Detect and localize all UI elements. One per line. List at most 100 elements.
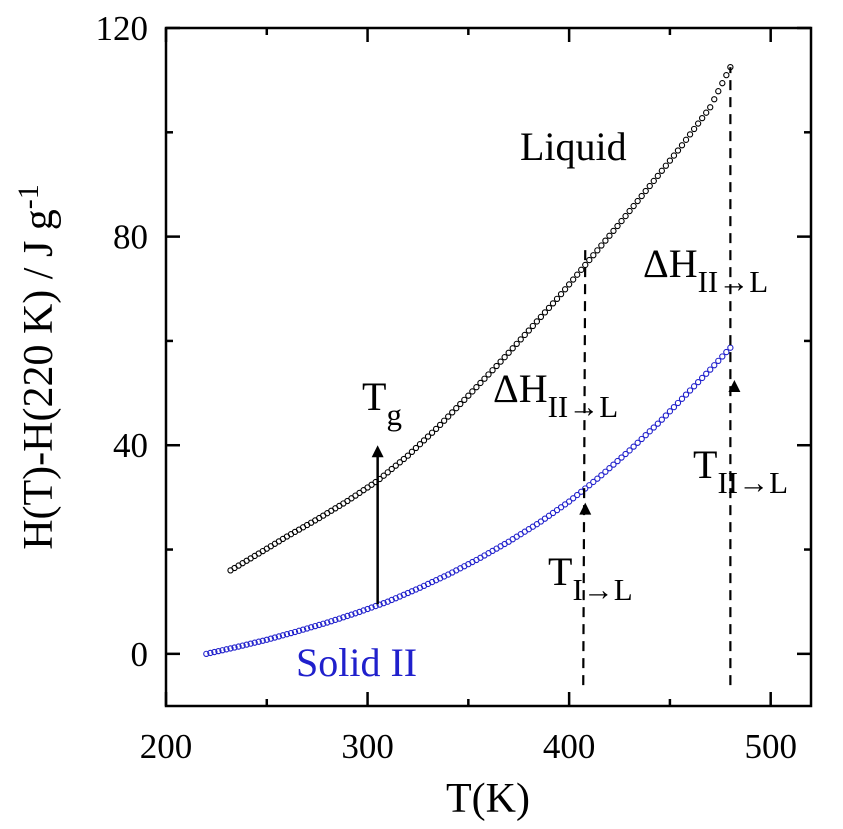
data-point	[537, 313, 545, 321]
data-point	[602, 468, 609, 475]
data-point	[638, 435, 645, 443]
t-i-l-label: TI→L	[548, 549, 633, 607]
t-ii-l-main: T	[693, 442, 717, 487]
data-point	[626, 207, 633, 215]
data-point	[465, 392, 472, 399]
data-point	[239, 642, 246, 649]
data-point	[328, 618, 335, 625]
tick-labels: 200 300 400 500 0 40 80 120	[96, 9, 797, 766]
data-point	[602, 237, 609, 244]
data-point	[670, 404, 678, 411]
x-tick-label: 200	[140, 727, 193, 766]
data-point	[243, 641, 250, 648]
data-point	[493, 362, 500, 370]
data-point	[658, 416, 665, 423]
data-point	[255, 638, 262, 645]
data-point	[678, 142, 686, 149]
t-ii-l-sub: II→L	[717, 465, 788, 500]
data-point	[561, 501, 569, 508]
data-point	[336, 615, 343, 622]
data-point	[719, 80, 726, 87]
data-point	[561, 286, 569, 293]
data-point	[674, 399, 682, 407]
marker-layer	[371, 67, 741, 686]
data-point	[570, 276, 577, 283]
data-point	[287, 629, 295, 637]
data-point	[606, 232, 613, 239]
data-point	[690, 125, 698, 133]
data-point	[203, 650, 210, 657]
data-point	[590, 252, 597, 259]
data-point	[642, 431, 649, 439]
data-point	[364, 605, 371, 613]
dh-middle-sub: II→L	[548, 389, 619, 424]
data-point	[711, 96, 718, 103]
data-point	[344, 612, 351, 620]
data-point	[219, 647, 226, 654]
tg-main: T	[362, 374, 386, 419]
data-point	[215, 647, 222, 655]
data-point	[267, 635, 274, 642]
arrow-head-480	[728, 380, 741, 393]
data-point	[666, 157, 674, 164]
data-point	[622, 450, 629, 458]
t-ii-l-label: TII→L	[693, 442, 788, 500]
solid-ii-series	[203, 344, 734, 657]
data-point	[678, 395, 686, 402]
data-point	[436, 421, 444, 429]
data-point	[396, 459, 403, 466]
data-point	[340, 614, 347, 621]
data-point	[586, 256, 593, 264]
data-point	[594, 475, 601, 482]
data-point	[646, 428, 653, 435]
data-point	[541, 515, 549, 522]
data-point	[291, 628, 299, 636]
dashed-line-408	[582, 247, 587, 686]
data-point	[654, 420, 661, 427]
data-point	[477, 379, 484, 387]
data-point	[545, 512, 553, 519]
data-point	[517, 336, 524, 343]
data-point	[509, 345, 516, 352]
data-point	[445, 413, 452, 420]
data-point	[565, 498, 573, 505]
data-point	[638, 192, 645, 200]
t-i-l-main: T	[548, 549, 572, 594]
tg-label: Tg	[362, 374, 402, 432]
data-point	[642, 187, 649, 195]
data-point	[666, 408, 674, 415]
t-i-l-sub: I→L	[572, 572, 632, 607]
data-point	[295, 627, 303, 634]
data-point	[662, 412, 670, 419]
data-point	[662, 162, 670, 169]
data-point	[384, 469, 391, 476]
data-point	[574, 271, 581, 278]
data-point	[356, 608, 363, 616]
data-point	[461, 396, 468, 404]
y-axis-title: H(T)-H(220 K) / J g-1	[12, 184, 62, 550]
data-point	[408, 448, 416, 455]
data-point	[618, 217, 625, 225]
data-point	[231, 644, 238, 651]
data-point	[360, 607, 367, 614]
data-point	[630, 202, 637, 210]
data-point	[686, 131, 694, 138]
x-tick-label: 500	[744, 727, 797, 766]
data-point	[694, 378, 702, 386]
data-point	[622, 212, 629, 220]
tg-sub: g	[386, 397, 402, 432]
data-point	[723, 348, 730, 356]
data-point	[650, 424, 657, 431]
data-point	[682, 136, 690, 143]
data-point	[549, 300, 557, 307]
y-tick-label: 80	[113, 218, 148, 257]
data-point	[247, 640, 254, 647]
data-point	[598, 472, 605, 479]
y-axis-title-main: H(T)-H(220 K) / J g	[16, 209, 62, 550]
data-point	[227, 645, 234, 652]
data-point	[348, 611, 355, 618]
series-layer	[203, 63, 734, 657]
data-point	[505, 349, 512, 356]
data-point	[324, 619, 331, 626]
